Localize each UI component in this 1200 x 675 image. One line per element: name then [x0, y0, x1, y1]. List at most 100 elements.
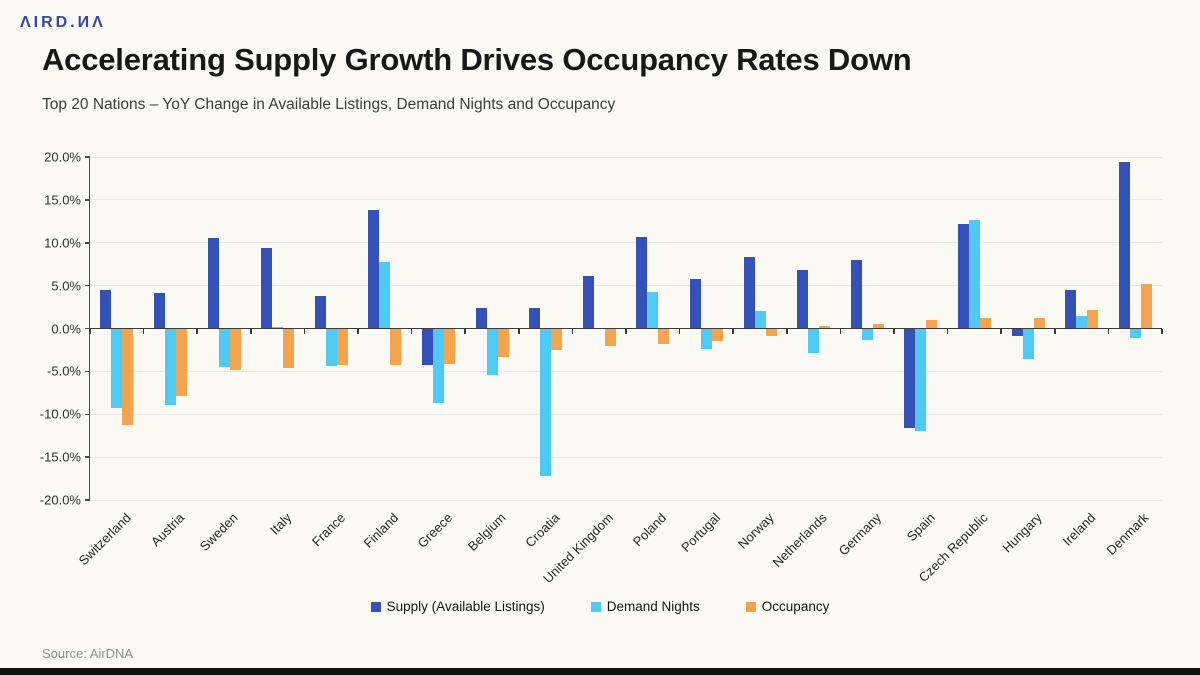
- gridline--15: [90, 456, 1162, 458]
- bar-occupancy-finland: [390, 328, 402, 365]
- bar-supply-austria: [153, 293, 165, 329]
- bar-supply-belgium: [475, 307, 487, 329]
- bar-demand-belgium: [486, 328, 498, 375]
- gridline-20: [90, 156, 1162, 158]
- x-axis-label-belgium: Belgium: [464, 510, 509, 554]
- x-axis-label-hungary: Hungary: [999, 510, 1045, 556]
- gridline--10: [90, 413, 1162, 415]
- gridline--5: [90, 370, 1162, 372]
- bar-supply-germany: [850, 259, 862, 329]
- bar-occupancy-spain: [926, 319, 938, 329]
- x-tick-mark: [1161, 328, 1163, 334]
- y-tick-mark: [85, 413, 90, 415]
- y-tick-mark: [85, 242, 90, 244]
- x-tick-mark: [893, 328, 895, 334]
- x-axis-label-denmark: Denmark: [1103, 510, 1152, 558]
- bar-supply-hungary: [1011, 328, 1023, 337]
- bar-supply-croatia: [529, 307, 541, 329]
- bar-supply-portugal: [689, 278, 701, 329]
- x-axis-label-poland: Poland: [630, 510, 670, 550]
- y-tick-mark: [85, 499, 90, 501]
- bar-occupancy-ireland: [1087, 310, 1099, 329]
- bar-occupancy-poland: [658, 328, 670, 344]
- x-tick-mark: [250, 328, 252, 334]
- y-tick-mark: [85, 370, 90, 373]
- x-tick-mark: [732, 328, 734, 334]
- bar-occupancy-hungary: [1033, 318, 1045, 329]
- y-tick-mark: [85, 156, 90, 158]
- y-tick-mark: [85, 199, 90, 201]
- bar-demand-italy: [272, 326, 284, 329]
- x-axis-label-france: France: [308, 510, 348, 550]
- bar-demand-germany: [861, 328, 873, 340]
- x-axis-label-portugal: Portugal: [678, 510, 723, 555]
- x-tick-mark: [786, 328, 788, 334]
- chart-legend: Supply (Available Listings) Demand Nights…: [0, 599, 1200, 614]
- bar-demand-france: [325, 328, 337, 367]
- airdna-logo: ΛIRD.ИΛ: [20, 14, 106, 31]
- x-axis-label-austria: Austria: [147, 510, 187, 550]
- bar-supply-italy: [261, 247, 273, 329]
- x-axis-label-finland: Finland: [360, 510, 402, 551]
- bar-occupancy-czech-republic: [979, 318, 991, 329]
- y-axis-label-15.0%: 15.0%: [44, 192, 81, 208]
- y-axis-label--15.0%: -15.0%: [39, 449, 81, 465]
- x-tick-mark: [142, 328, 145, 334]
- x-tick-mark: [625, 328, 627, 334]
- x-tick-mark: [410, 328, 413, 334]
- bar-demand-croatia: [540, 328, 552, 476]
- bar-occupancy-netherlands: [819, 325, 831, 329]
- legend-swatch-demand: [590, 601, 601, 612]
- bar-supply-poland: [636, 236, 648, 329]
- x-tick-mark: [1107, 328, 1110, 334]
- x-axis-label-ireland: Ireland: [1059, 510, 1099, 549]
- bar-demand-ireland: [1076, 316, 1088, 329]
- y-tick-mark: [85, 456, 90, 458]
- bar-supply-finland: [368, 210, 380, 329]
- bar-supply-greece: [421, 328, 433, 366]
- bar-occupancy-france: [336, 328, 348, 366]
- bar-supply-united-kingdom: [582, 276, 594, 329]
- x-axis-label-italy: Italy: [266, 510, 295, 538]
- x-tick-mark: [571, 328, 574, 334]
- bar-demand-norway: [754, 311, 766, 329]
- legend-item-occupancy: Occupancy: [745, 599, 830, 614]
- gridline-15: [90, 199, 1162, 201]
- legend-label-occupancy: Occupancy: [761, 599, 830, 614]
- legend-label-supply: Supply (Available Listings): [386, 599, 545, 614]
- legend-item-demand: Demand Nights: [590, 599, 700, 614]
- x-tick-mark: [946, 328, 949, 334]
- bar-occupancy-austria: [175, 328, 187, 397]
- bar-occupancy-belgium: [497, 328, 509, 357]
- y-axis-label--20.0%: -20.0%: [39, 492, 81, 508]
- y-axis-label-10.0%: 10.0%: [44, 235, 81, 251]
- legend-item-supply: Supply (Available Listings): [370, 599, 545, 614]
- x-tick-mark: [1000, 328, 1002, 334]
- y-axis-label--5.0%: -5.0%: [47, 363, 81, 379]
- bar-supply-czech-republic: [957, 223, 969, 329]
- gridline-5: [90, 285, 1162, 287]
- bar-occupancy-germany: [872, 324, 884, 329]
- x-tick-mark: [357, 328, 359, 334]
- legend-swatch-supply: [370, 601, 381, 612]
- x-axis-label-greece: Greece: [414, 510, 455, 551]
- x-axis-baseline: [90, 327, 1162, 330]
- bar-occupancy-norway: [765, 328, 777, 337]
- x-tick-mark: [518, 328, 520, 334]
- y-axis-label--10.0%: -10.0%: [39, 406, 81, 422]
- y-axis-label-20.0%: 20.0%: [44, 149, 81, 165]
- bar-supply-sweden: [207, 237, 219, 329]
- page-subtitle: Top 20 Nations – YoY Change in Available…: [42, 96, 616, 113]
- bar-demand-netherlands: [808, 328, 820, 353]
- x-axis-label-spain: Spain: [903, 510, 938, 545]
- bar-supply-switzerland: [100, 289, 112, 329]
- bar-occupancy-sweden: [229, 328, 241, 370]
- bar-demand-portugal: [700, 328, 712, 350]
- x-tick-mark: [678, 328, 681, 334]
- source-note: Source: AirDNA: [42, 646, 134, 661]
- y-tick-mark: [85, 284, 90, 287]
- bar-demand-finland: [379, 262, 391, 329]
- bar-demand-denmark: [1129, 328, 1141, 338]
- gridline--20: [90, 499, 1162, 501]
- legend-label-demand: Demand Nights: [606, 599, 700, 614]
